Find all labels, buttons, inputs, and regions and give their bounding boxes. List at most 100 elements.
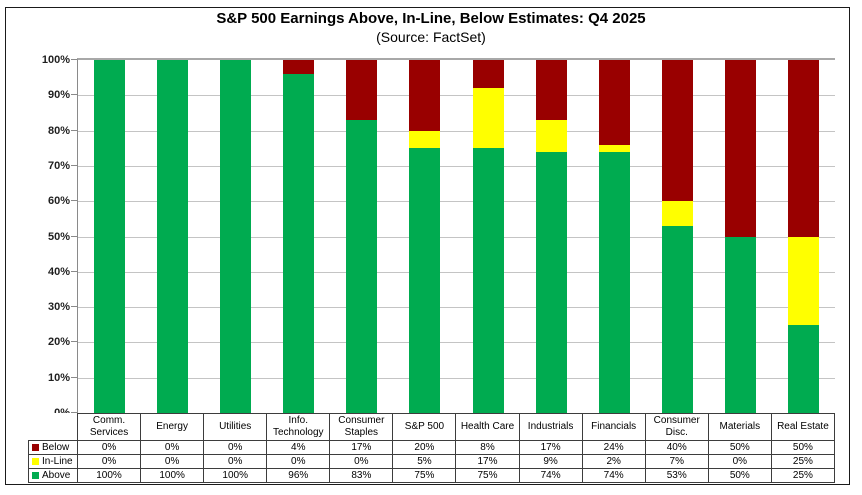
table-value-cell: 0% [266, 454, 331, 469]
chart-subtitle: (Source: FactSet) [376, 29, 486, 45]
y-axis-tick [71, 235, 77, 237]
y-axis-tick [71, 59, 77, 60]
legend-cell-below: Below [28, 440, 78, 455]
legend-label: Above [42, 470, 71, 481]
bar-segment-above [472, 148, 504, 413]
bar-utilities [220, 60, 252, 413]
bar-segment-below [409, 60, 441, 131]
bar-segment-below [535, 60, 567, 121]
table-value-cell: 25% [770, 454, 836, 469]
table-value-cell: 100% [140, 468, 205, 483]
table-value-cell: 40% [644, 440, 709, 455]
y-axis-tick [71, 164, 77, 166]
category-header: Energy [140, 413, 205, 441]
y-axis-label: 10% [47, 371, 70, 384]
y-axis-tick [71, 94, 77, 96]
bar-comm-services [94, 60, 126, 413]
y-axis-label: 30% [47, 301, 70, 314]
legend-swatch-in-line [32, 458, 39, 465]
table-value-cell: 53% [644, 468, 709, 483]
bar-segment-above [661, 225, 693, 413]
category-header: S&P 500 [392, 413, 457, 441]
table-value-cell: 0% [707, 454, 772, 469]
gridline [78, 342, 835, 344]
bar-industrials [535, 60, 567, 413]
y-axis-tick [71, 341, 77, 343]
y-axis-tick [71, 412, 77, 413]
plot-area: 0%10%20%30%40%50%60%70%80%90%100% [42, 54, 835, 419]
table-value-cell: 17% [455, 454, 520, 469]
chart-title: S&P 500 Earnings Above, In-Line, Below E… [216, 10, 646, 27]
table-value-cell: 24% [581, 440, 646, 455]
table-value-cell: 74% [518, 468, 583, 483]
y-axis-label: 20% [47, 336, 70, 349]
gridline [78, 271, 835, 273]
bar-segment-above [220, 60, 252, 413]
table-value-cell: 25% [770, 468, 836, 483]
table-value-cell: 100% [203, 468, 268, 483]
table-value-cell: 5% [392, 454, 457, 469]
bar-segment-above [409, 148, 441, 413]
category-header: Utilities [203, 413, 268, 441]
gridline [78, 201, 835, 203]
bar-consumer-staples [346, 60, 378, 413]
bar-financials [598, 60, 630, 413]
data-table: Comm. Services Energy Utilities Info. Techn… [28, 413, 836, 483]
table-value-cell: 96% [266, 468, 331, 483]
bar-consumer-disc- [661, 60, 693, 413]
bar-segment-below [472, 60, 504, 89]
bar-segment-below [283, 60, 315, 75]
category-header: Financials [581, 413, 646, 441]
gridline [78, 377, 835, 379]
gridline [78, 307, 835, 309]
table-value-cell: 100% [76, 468, 142, 483]
legend-swatch-above [32, 472, 39, 479]
bar-segment-above [94, 60, 126, 413]
bar-segment-above [283, 74, 315, 413]
category-header: Consumer Disc. [644, 413, 709, 441]
table-corner-cell [29, 414, 78, 441]
category-header: Real Estate [770, 413, 836, 441]
bar-segment-below [346, 60, 378, 121]
y-axis-label: 40% [47, 265, 70, 278]
y-axis-label: 70% [47, 159, 70, 172]
bar-materials [724, 60, 756, 413]
bar-segment-above [724, 236, 756, 413]
gridline [78, 95, 835, 97]
legend-label: Below [42, 442, 70, 453]
category-header: Comm. Services [76, 413, 142, 441]
y-axis-tick [71, 200, 77, 202]
table-value-cell: 50% [707, 440, 772, 455]
bar-segment-in-line [598, 144, 630, 152]
table-value-cell: 0% [76, 440, 142, 455]
table-row-below: Below 0% 0% 0% 4% 17% 20% 8% 17% 24% 40% 50% 50% [28, 440, 836, 455]
table-value-cell: 9% [518, 454, 583, 469]
table-header-row: Comm. Services Energy Utilities Info. Techn… [29, 413, 836, 441]
y-axis-label: 80% [47, 124, 70, 137]
table-value-cell: 4% [266, 440, 331, 455]
table-row-above: Above 100% 100% 100% 96% 83% 75% 75% 74% 74% 53% 50… [28, 468, 836, 483]
bar-segment-below [661, 60, 693, 202]
table-value-cell: 83% [329, 468, 394, 483]
bar-info-technology [283, 60, 315, 413]
table-value-cell: 75% [392, 468, 457, 483]
table-value-cell: 17% [329, 440, 394, 455]
table-value-cell: 20% [392, 440, 457, 455]
table-value-cell: 74% [581, 468, 646, 483]
y-axis-label: 90% [47, 89, 70, 102]
table-value-cell: 0% [329, 454, 394, 469]
bar-health-care [472, 60, 504, 413]
bar-segment-above [535, 151, 567, 413]
y-axis-tick [71, 376, 77, 378]
category-header: Industrials [518, 413, 583, 441]
category-header: Materials [707, 413, 772, 441]
table-value-cell: 50% [707, 468, 772, 483]
y-axis-label: 100% [41, 54, 70, 66]
y-axis-tick [71, 129, 77, 131]
bar-segment-in-line [661, 201, 693, 226]
category-header: Health Care [455, 413, 520, 441]
bar-energy [157, 60, 189, 413]
table-value-cell: 17% [518, 440, 583, 455]
bar-real-estate [787, 60, 819, 413]
bar-segment-below [724, 60, 756, 237]
